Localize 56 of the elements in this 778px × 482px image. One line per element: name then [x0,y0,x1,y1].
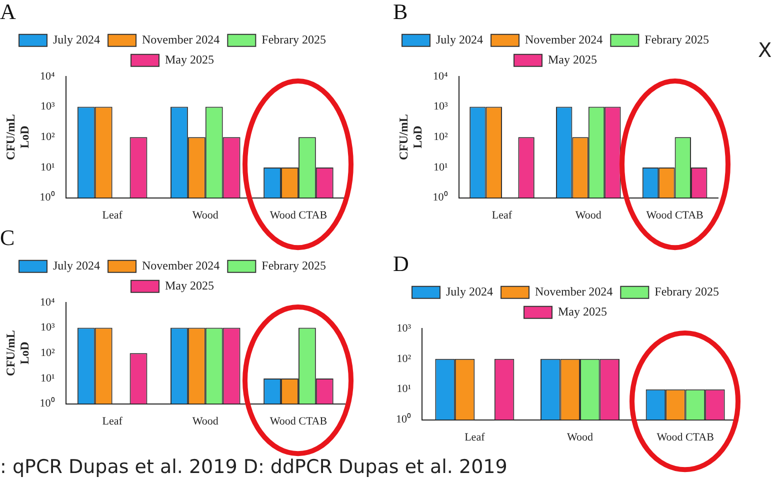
legend-label: May 2025 [548,52,597,67]
y-tick-label: 10² [433,130,448,143]
y-axis-title: CFU/mL LoD [3,330,32,376]
chart-title: C [0,224,15,250]
x-tick-label: Wood CTAB [646,209,704,222]
y-tick-label: 10¹ [40,161,55,174]
y-tick-label: 10⁴ [40,70,55,82]
x-tick-label: Wood CTAB [270,415,328,428]
legend-label: Febrary 2025 [644,32,709,47]
x-tick-label: Leaf [492,209,512,222]
y-tick-label: 10³ [40,322,56,334]
legend-label: May 2025 [165,278,214,293]
chart-title: D [393,250,409,276]
legend-label: November 2024 [142,32,220,47]
text: X [758,38,772,62]
x-tick-label: Wood [566,431,594,444]
x-tick-label: Leaf [464,431,486,444]
legend-label: July 2024 [53,32,100,47]
x-tick-label: Wood [192,415,219,428]
x-tick-label: Leaf [102,415,123,428]
y-tick-label: 10⁴ [432,70,448,82]
y-tick-label: 10⁰ [40,396,55,410]
legend-label: Febrary 2025 [262,32,326,47]
legend-label: May 2025 [165,52,214,67]
legend-label: July 2024 [53,258,100,273]
y-tick-label: 10² [396,352,412,365]
y-tick-label: 10³ [40,100,56,113]
y-tick-label: 10³ [396,322,412,334]
y-tick-label: 10¹ [40,372,55,384]
y-tick-label: 10⁰ [432,190,448,204]
y-tick-label: 10⁴ [40,296,55,308]
legend-label: November 2024 [142,258,220,273]
y-tick-label: 10² [40,130,56,143]
y-tick-label: 10³ [433,100,448,113]
text: : qPCR Dupas et al. 2019 D: ddPCR Dupas et al. 2019 [0,456,508,478]
legend-label: July 2024 [446,284,494,299]
y-axis-title: CFU/mL LoD [396,114,425,160]
chart-title: B [393,0,408,24]
legend-label: November 2024 [525,32,603,47]
legend-label: July 2024 [436,32,484,47]
legend-label: May 2025 [558,304,607,319]
legend-label: Febrary 2025 [654,284,719,299]
y-tick-label: 10¹ [433,161,448,174]
legend-label: November 2024 [535,284,613,299]
y-tick-label: 10¹ [396,383,411,396]
y-tick-label: 10⁰ [396,412,411,426]
x-tick-label: Wood [575,209,602,222]
x-tick-label: Wood CTAB [656,431,714,444]
y-tick-label: 10⁰ [40,190,55,204]
y-tick-label: 10² [40,346,56,359]
x-tick-label: Wood CTAB [270,209,328,222]
chart-title: A [0,0,16,24]
y-axis-title: CFU/mL LoD [3,114,32,160]
legend-label: Febrary 2025 [262,258,326,273]
x-tick-label: Leaf [102,209,123,222]
x-tick-label: Wood [192,209,219,222]
